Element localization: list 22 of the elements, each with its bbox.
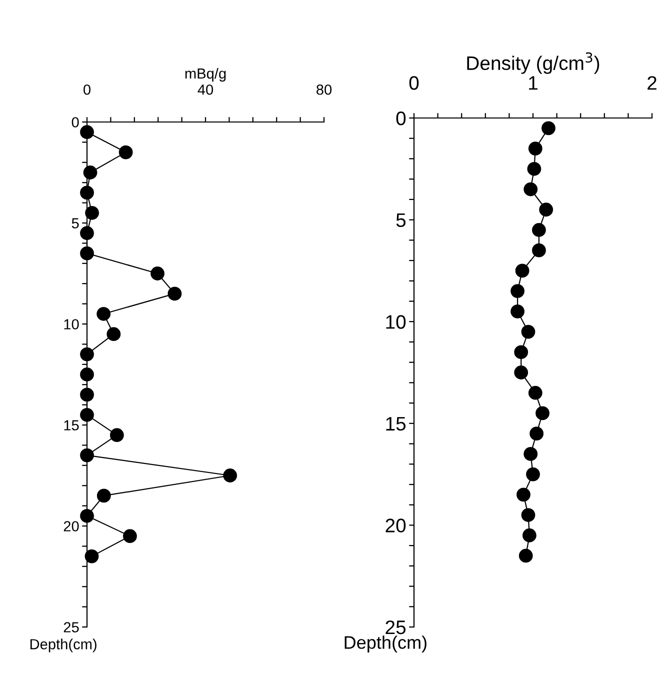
- y-tick-label: 0: [72, 117, 79, 128]
- y-axis-title: Depth(cm): [30, 638, 96, 652]
- x-tick-label: 1: [529, 76, 538, 90]
- x-tick-label: 2: [648, 76, 656, 90]
- y-tick-label: 25: [386, 620, 406, 634]
- y-tick-label: 0: [396, 111, 406, 126]
- y-tick-label: 15: [64, 420, 79, 430]
- y-tick-label: 10: [64, 319, 79, 330]
- y-tick-label: 15: [386, 417, 406, 431]
- y-tick-label: 5: [72, 218, 79, 228]
- y-tick-label: 10: [386, 315, 406, 329]
- y-tick-label: 5: [396, 213, 406, 228]
- x-axis-title: mBq/g: [185, 68, 226, 82]
- x-axis-title: Density (g/cm$^{3}$): [467, 52, 600, 74]
- x-tick-label: 40: [198, 84, 214, 95]
- y-tick-label: 20: [64, 521, 79, 532]
- x-tick-label: 0: [84, 84, 90, 95]
- x-tick-label: 0: [409, 76, 419, 90]
- y-tick-label: 25: [64, 622, 79, 632]
- y-tick-label: 20: [386, 518, 406, 532]
- y-axis-title: Depth(cm): [344, 636, 426, 652]
- x-tick-label: 80: [316, 84, 332, 95]
